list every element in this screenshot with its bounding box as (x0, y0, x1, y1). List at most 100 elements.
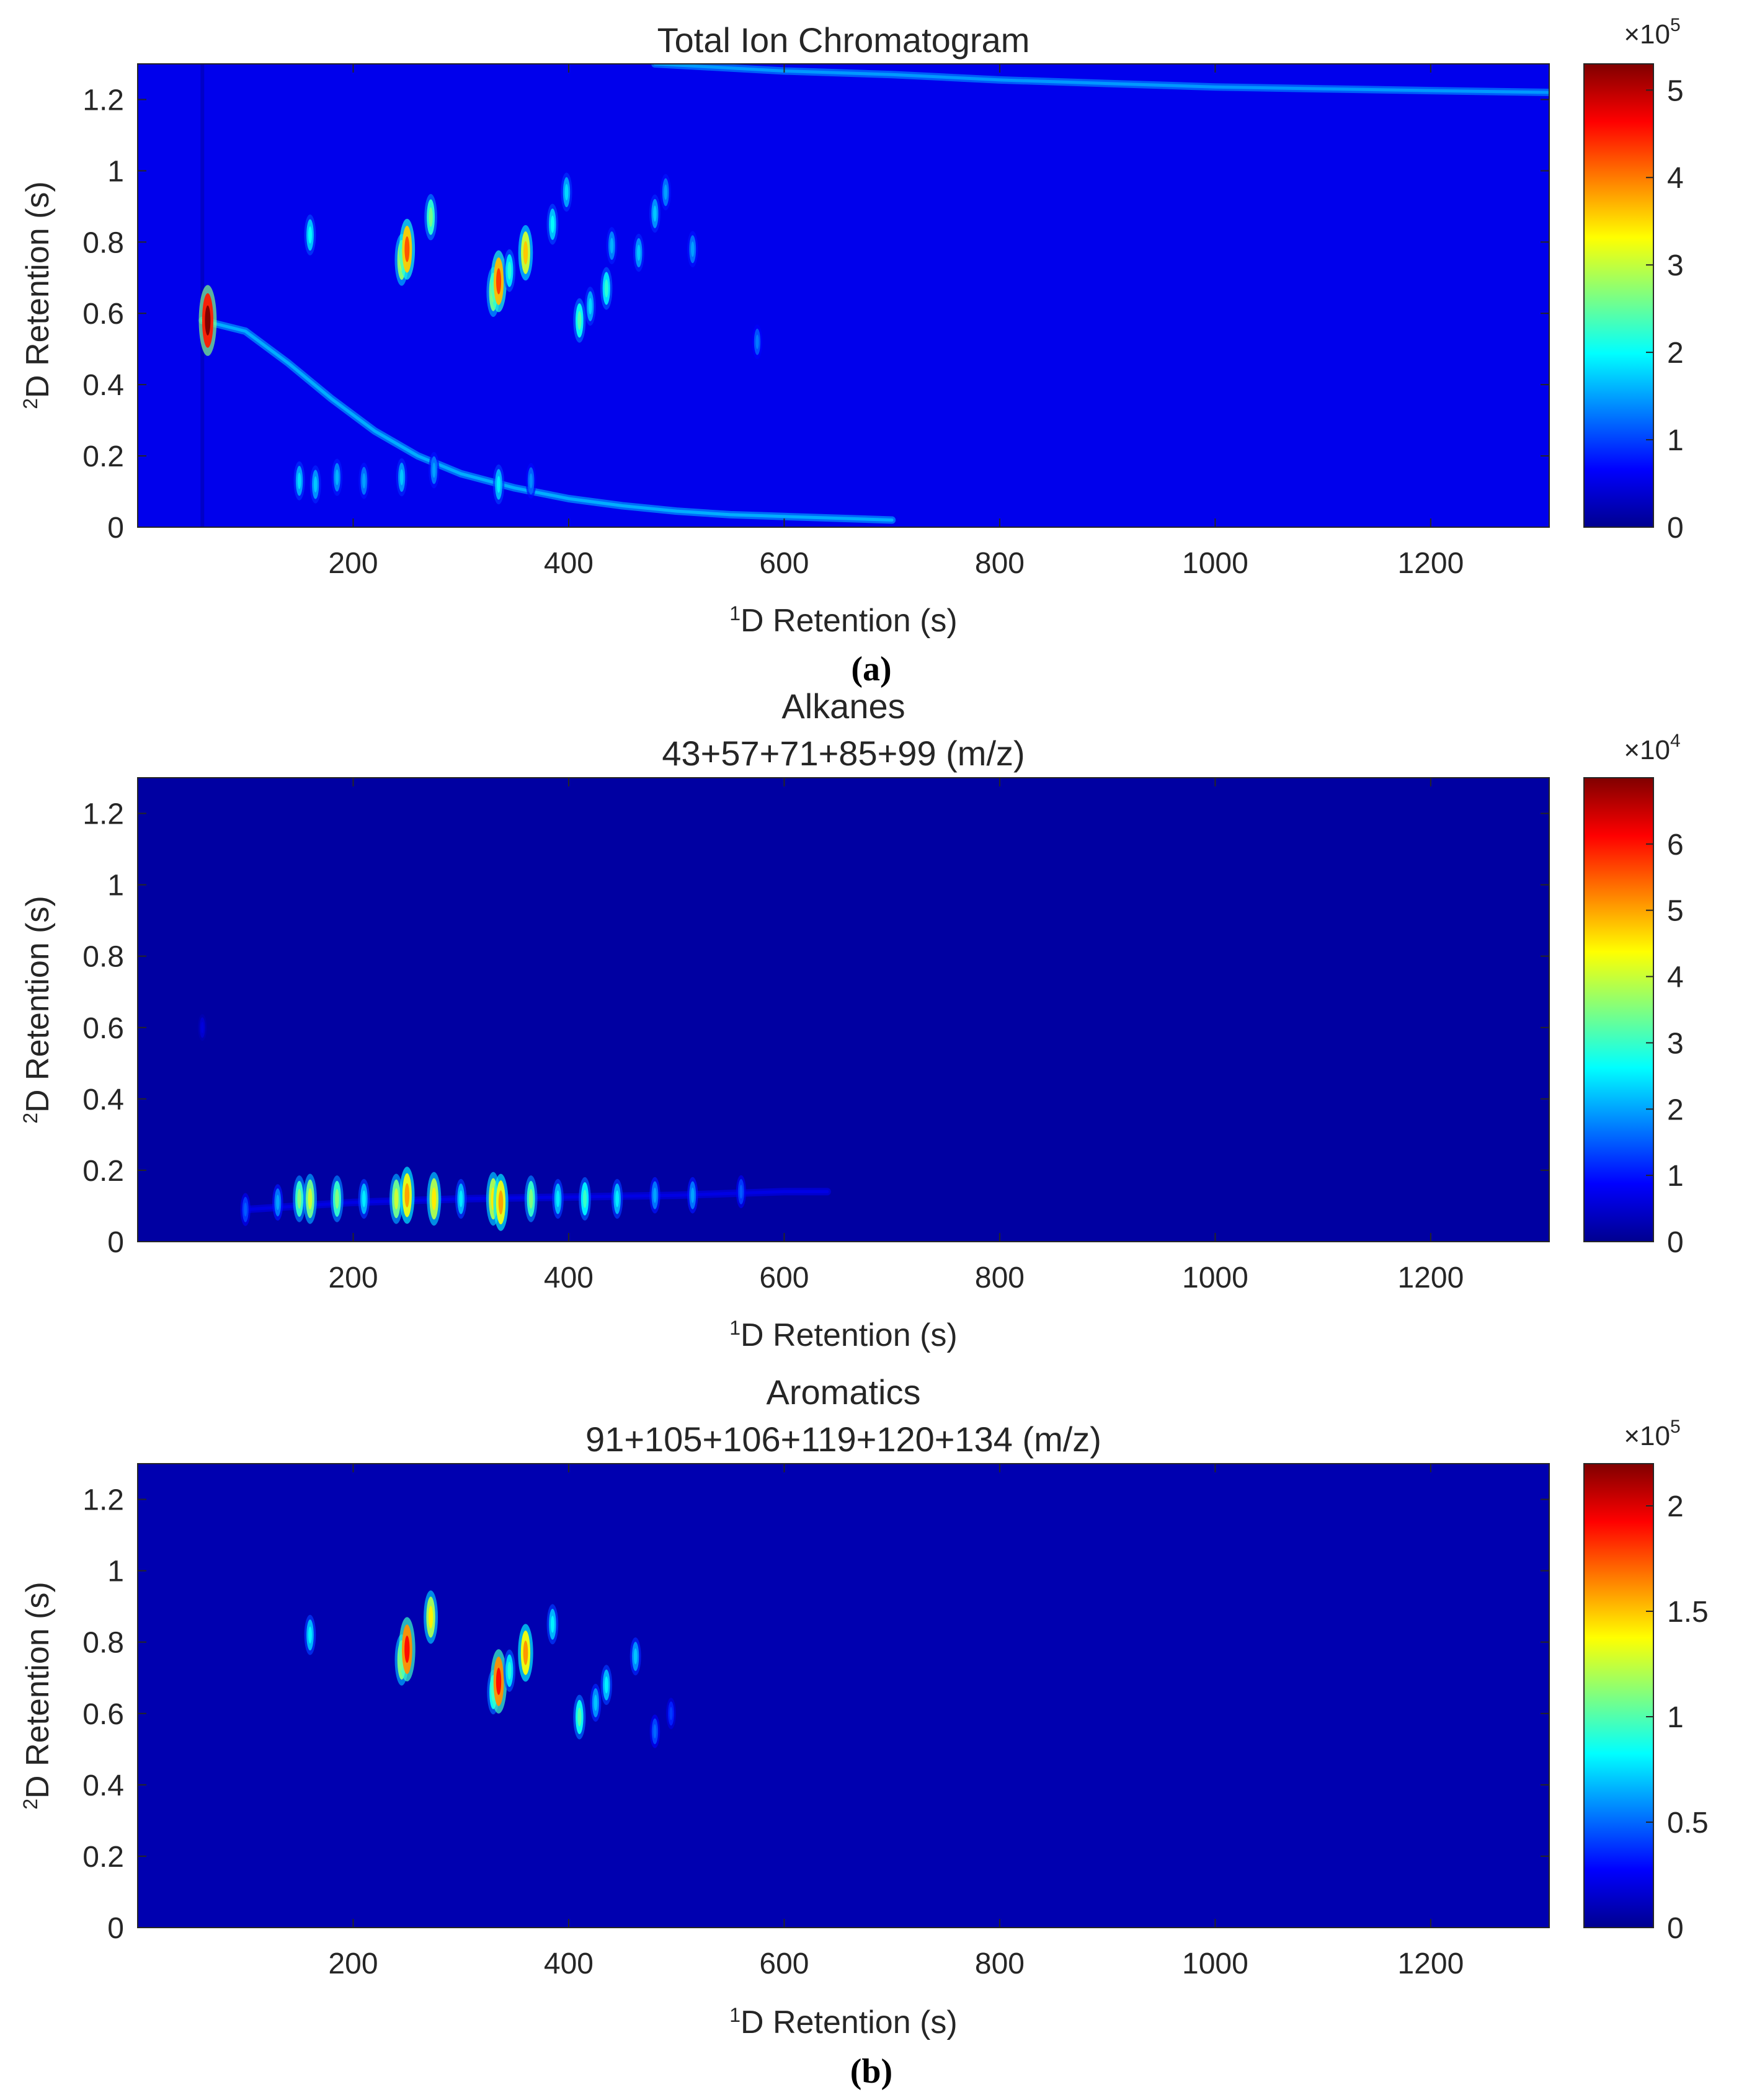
y-tick-label: 1 (107, 1555, 124, 1588)
x-tick-label: 600 (759, 1947, 809, 1980)
x-axis-label-sup: 1 (729, 1317, 741, 1339)
y-tick-label: 0 (107, 1226, 124, 1259)
colorbar-multiplier: ×105 (1624, 1417, 1680, 1451)
y-tick-label: 0.2 (82, 1841, 124, 1874)
peak-core (507, 261, 512, 280)
colorbar-tick-label: 5 (1667, 74, 1684, 107)
peak-core (335, 1189, 339, 1209)
peak-core (633, 1648, 638, 1665)
peak-core (404, 1183, 410, 1208)
peak-core (691, 1187, 695, 1203)
peak-core (496, 268, 502, 295)
peak-core (362, 1190, 366, 1208)
peak-core (577, 311, 582, 330)
y-axis-label-sup: 2 (19, 1799, 42, 1810)
band-solvent-tail-core (200, 319, 894, 522)
colorbar-multiplier-exp: 4 (1670, 731, 1681, 751)
y-tick-label: 0.2 (82, 1155, 124, 1188)
peak-core (308, 226, 312, 244)
y-tick-label: 1.2 (82, 84, 124, 117)
y-tick-label: 1.2 (82, 1484, 124, 1517)
peak-core (588, 298, 592, 315)
peak-core (497, 476, 500, 493)
peak-core (308, 1188, 313, 1210)
chart-subtitle: 91+105+106+119+120+134 (m/z) (585, 1420, 1101, 1459)
colorbar-frame (1583, 1463, 1654, 1928)
peak-core (610, 238, 614, 254)
y-axis-label-sup: 2 (19, 1113, 42, 1124)
peak-core (404, 1635, 410, 1663)
peak-core (498, 1190, 504, 1215)
colorbar-tick-label: 4 (1667, 162, 1684, 195)
peak-core (313, 476, 318, 493)
x-tick-label: 400 (544, 1947, 594, 1980)
heatmap-plot-area (138, 64, 1549, 527)
band-upper-baseline-core (653, 64, 1549, 94)
peak-core (496, 1668, 502, 1695)
peak-core (604, 1676, 608, 1694)
x-tick-label: 1000 (1182, 1947, 1248, 1980)
peak-core (205, 305, 211, 336)
y-axis-label: 2D Retention (s) (19, 181, 56, 409)
y-tick-label: 0.4 (82, 1769, 124, 1802)
peak-core (429, 207, 433, 227)
peak-core (604, 279, 608, 298)
y-tick-label: 1 (107, 870, 124, 902)
colorbar-tick-label: 6 (1667, 829, 1684, 861)
y-tick-label: 0.2 (82, 440, 124, 473)
peak-core (523, 1640, 528, 1665)
colorbar-frame (1583, 777, 1654, 1242)
chart-title: Total Ion Chromatogram (657, 20, 1030, 60)
peak-core (528, 1189, 533, 1209)
y-axis-label-text: D Retention (s) (20, 1582, 56, 1799)
x-tick-label: 600 (759, 547, 809, 580)
y-tick-label: 0.6 (82, 1698, 124, 1731)
peak-core (653, 205, 657, 222)
colorbar-tick-label: 1 (1667, 1160, 1684, 1193)
caption-a: (a) (851, 650, 891, 688)
colorbar-ticks: 0 1 2 3 4 5 6 (1646, 829, 1684, 1259)
y-axis-label-text: D Retention (s) (20, 181, 56, 398)
colorbar-multiplier-base: ×10 (1624, 1421, 1670, 1451)
colorbar-tick-label: 0 (1667, 1912, 1684, 1945)
peak-core (432, 1187, 437, 1211)
peak-core (335, 469, 339, 486)
x-axis-label-sup: 1 (729, 602, 741, 625)
colorbar-multiplier-base: ×10 (1624, 735, 1670, 765)
peak-core (550, 215, 554, 233)
colorbar-tick-label: 0 (1667, 512, 1684, 545)
y-axis-label-sup: 2 (19, 398, 42, 409)
x-tick-label: 800 (975, 1947, 1025, 1980)
heatmap-marks (198, 64, 1549, 527)
y-axis-label-text: D Retention (s) (20, 896, 56, 1113)
panel-aromatics: Aromatics 91+105+106+119+120+134 (m/z) 0… (19, 1373, 1709, 2040)
caption-b: (b) (850, 2052, 892, 2091)
band-alkane-row-core (244, 1190, 829, 1211)
x-axis-ticks: 200 400 600 800 1000 1200 (328, 1464, 1464, 1980)
colorbar-tick-label: 0.5 (1667, 1807, 1709, 1840)
peak-core (582, 1190, 587, 1208)
peak-core (428, 1606, 434, 1629)
x-axis-label-text: D Retention (s) (741, 1317, 958, 1353)
x-tick-label: 200 (328, 1261, 378, 1294)
peak-core (523, 241, 528, 265)
y-axis-ticks: 0 0.2 0.4 0.6 0.8 1 1.2 (82, 1484, 1549, 1945)
y-axis-label: 2D Retention (s) (19, 1582, 56, 1809)
y-tick-label: 0.4 (82, 1083, 124, 1116)
x-axis-label-sup: 1 (729, 2004, 741, 2026)
colorbar-tick-label: 3 (1667, 249, 1684, 282)
y-tick-label: 0.8 (82, 226, 124, 259)
colorbar-tick-label: 1.5 (1667, 1596, 1709, 1629)
heatmap-background (138, 64, 1549, 527)
colorbar-frame (1583, 63, 1654, 528)
peak-core (739, 1185, 743, 1199)
peak-core (459, 1190, 463, 1208)
colorbar-gradient (1584, 778, 1653, 1242)
heatmap-plot-area (138, 778, 1549, 1242)
x-axis-ticks: 200 400 600 800 1000 1200 (328, 778, 1464, 1294)
y-tick-label: 0 (107, 1912, 124, 1945)
x-tick-label: 1000 (1182, 1261, 1248, 1294)
peak-core (637, 244, 641, 261)
